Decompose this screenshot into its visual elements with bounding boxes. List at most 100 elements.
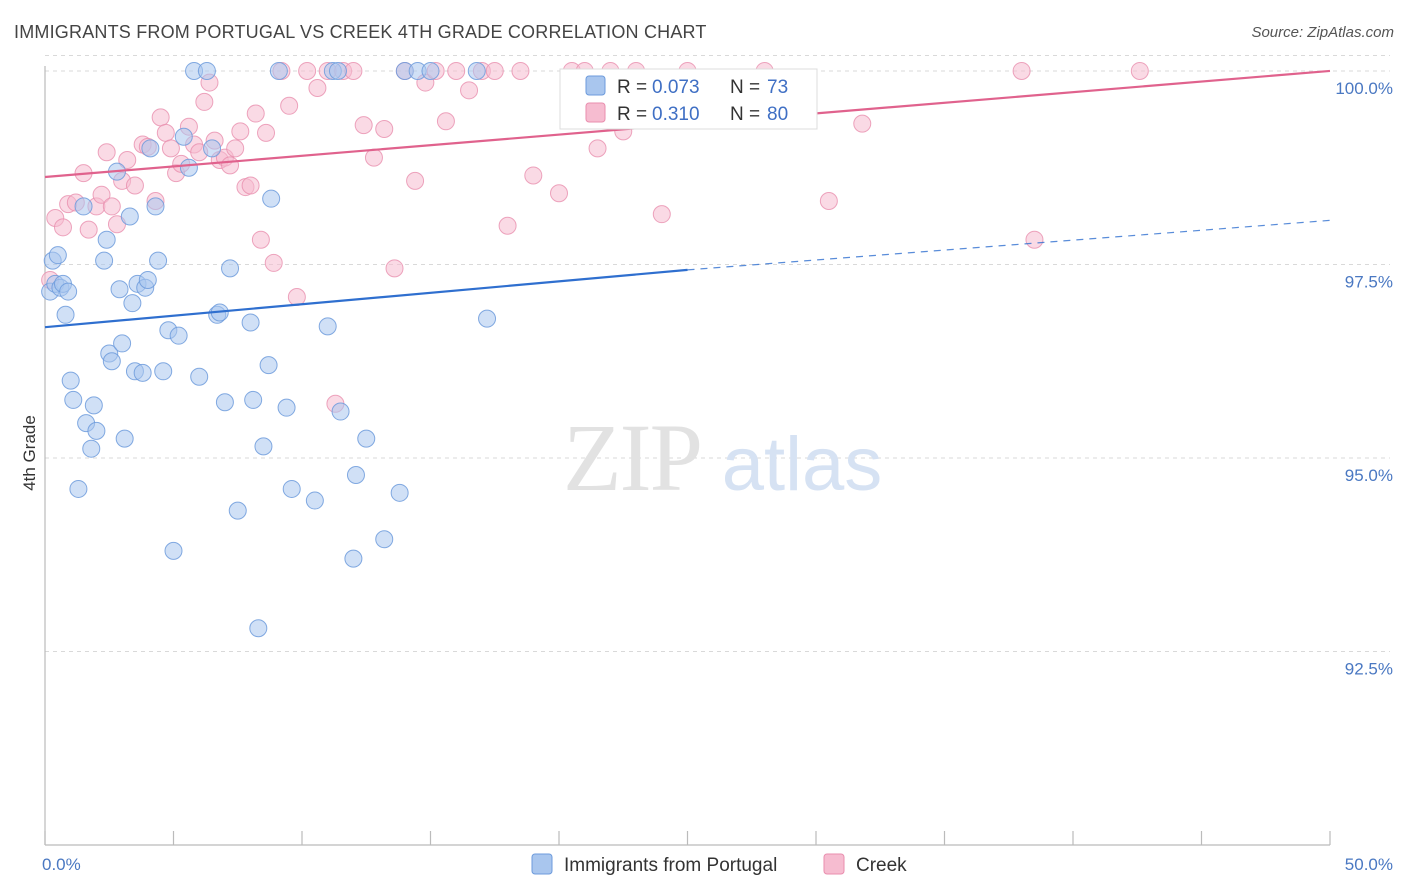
creek-point-36 — [246, 104, 265, 123]
portugal-point-47 — [221, 259, 240, 278]
portugal-point-3 — [48, 246, 67, 265]
creek-point-62 — [498, 216, 517, 235]
portugal-point-53 — [259, 356, 278, 375]
source-label[interactable]: Source: ZipAtlas.com — [1251, 24, 1394, 41]
legend-box: R = 0.073 N = 73 R = 0.310 N = 80 — [559, 68, 818, 130]
portugal-point-11 — [74, 197, 93, 216]
creek-point-35 — [241, 176, 260, 195]
portugal-point-15 — [87, 421, 106, 440]
creek-point-58 — [447, 61, 466, 80]
creek-point-79 — [1130, 61, 1149, 80]
creek-point-54 — [406, 171, 425, 190]
bottom-legend-swatch-portugal — [531, 853, 553, 875]
x-tick-label-10: 50.0% — [1345, 855, 1393, 874]
creek-point-39 — [264, 253, 283, 272]
portugal-point-41 — [190, 367, 209, 386]
x-tick-labels: 0.0% 50.0% — [42, 855, 1393, 874]
legend-n-label-2: N = — [730, 104, 760, 125]
creek-point-14 — [125, 176, 144, 195]
creek-point-64 — [524, 166, 543, 185]
creek-point-10 — [102, 197, 121, 216]
creek-point-72 — [652, 205, 671, 224]
portugal-point-24 — [120, 207, 139, 226]
portugal-point-6 — [56, 305, 75, 324]
portugal-point-7 — [59, 282, 78, 301]
creek-point-78 — [1025, 230, 1044, 249]
portugal-point-34 — [154, 362, 173, 381]
watermark-atlas: atlas — [722, 422, 883, 507]
portugal-point-36 — [164, 541, 183, 560]
y-tick-label-0: 92.5% — [1345, 659, 1393, 678]
portugal-point-52 — [254, 437, 273, 456]
portugal-point-13 — [82, 439, 101, 458]
portugal-point-48 — [228, 501, 247, 520]
creek-point-37 — [251, 230, 270, 249]
portugal-point-39 — [179, 158, 198, 177]
creek-point-48 — [344, 61, 363, 80]
portugal-point-19 — [102, 352, 121, 371]
legend-r-label-2: R = — [617, 104, 647, 125]
legend-swatch-portugal — [585, 75, 606, 96]
creek-point-18 — [151, 108, 170, 127]
portugal-point-64 — [346, 466, 365, 485]
creek-point-44 — [308, 78, 327, 97]
portugal-point-37 — [169, 326, 188, 345]
creek-point-57 — [436, 112, 455, 131]
y-axis-label: 4th Grade — [20, 415, 39, 491]
bottom-legend-label-creek: Creek — [856, 855, 907, 876]
portugal-points — [41, 61, 497, 638]
creek-point-77 — [1012, 61, 1031, 80]
portugal-point-70 — [421, 61, 440, 80]
portugal-point-31 — [141, 139, 160, 158]
watermark: ZIP atlas — [563, 404, 882, 511]
creek-point-9 — [97, 143, 116, 162]
creek-point-38 — [257, 123, 276, 142]
legend-n-value-2: 80 — [767, 104, 788, 125]
portugal-point-10 — [69, 479, 88, 498]
creek-point-50 — [364, 148, 383, 167]
portugal-trend-extension — [687, 219, 1331, 271]
portugal-point-8 — [61, 371, 80, 390]
portugal-point-55 — [269, 61, 288, 80]
portugal-point-66 — [375, 530, 394, 549]
x-tick-label-0: 0.0% — [42, 855, 81, 874]
portugal-point-14 — [84, 396, 103, 415]
creek-point-68 — [588, 139, 607, 158]
portugal-point-21 — [110, 280, 129, 299]
y-tick-label-1: 95.0% — [1345, 466, 1393, 485]
portugal-point-67 — [390, 483, 409, 502]
legend-n-label-1: N = — [730, 77, 760, 98]
chart-title: IMMIGRANTS FROM PORTUGAL VS CREEK 4TH GR… — [14, 22, 707, 42]
axes — [44, 66, 1331, 846]
portugal-point-51 — [249, 619, 268, 638]
creek-point-59 — [460, 81, 479, 100]
creek-point-26 — [195, 92, 214, 111]
creek-point-6 — [79, 220, 98, 239]
portugal-point-9 — [64, 390, 83, 409]
creek-point-31 — [221, 156, 240, 175]
watermark-zip: ZIP — [563, 404, 701, 511]
portugal-point-22 — [113, 334, 132, 353]
grid-lines — [45, 54, 1390, 652]
creek-point-52 — [385, 259, 404, 278]
creek-point-75 — [819, 192, 838, 210]
y-tick-labels: 92.5% 95.0% 97.5% 100.0% — [1335, 79, 1393, 679]
creek-point-19 — [156, 123, 175, 142]
bottom-legend-label-portugal: Immigrants from Portugal — [564, 855, 777, 876]
portugal-point-42 — [197, 61, 216, 80]
portugal-point-57 — [282, 479, 301, 498]
creek-point-61 — [485, 61, 504, 80]
portugal-point-33 — [149, 251, 168, 270]
y-tick-label-2: 97.5% — [1345, 272, 1393, 291]
creek-point-43 — [298, 61, 317, 80]
portugal-point-32 — [146, 197, 165, 216]
portugal-point-43 — [203, 139, 222, 158]
creek-point-49 — [354, 116, 373, 135]
portugal-point-56 — [277, 398, 296, 417]
portugal-point-72 — [478, 309, 497, 328]
portugal-point-50 — [244, 390, 263, 409]
portugal-point-58 — [305, 491, 324, 510]
portugal-point-49 — [241, 313, 260, 332]
legend-n-value-1: 73 — [767, 77, 788, 98]
